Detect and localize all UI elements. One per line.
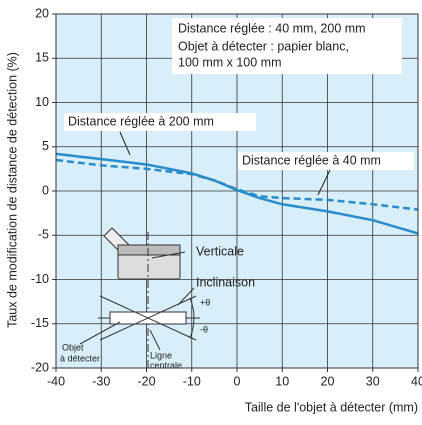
x-tick-label: -30 xyxy=(92,374,110,388)
series-label: Distance réglée à 40 mm xyxy=(242,153,381,167)
y-tick-label: 0 xyxy=(42,183,49,197)
lines xyxy=(55,152,419,235)
pointer xyxy=(119,131,131,156)
diagram-label: centrale xyxy=(150,360,182,370)
y-tick-label: 20 xyxy=(35,6,49,20)
diagram-label: Objet xyxy=(62,342,84,352)
x-tick-label: -20 xyxy=(137,374,155,388)
y-tick-label: -20 xyxy=(31,360,49,374)
x-axis-title: Taille de l'objet à détecter (mm) xyxy=(245,400,418,414)
label-box xyxy=(238,152,414,170)
y-tick-label: 10 xyxy=(35,95,49,109)
label-box xyxy=(64,113,256,131)
diagram-label: Ligne xyxy=(150,350,172,360)
note-box xyxy=(172,18,402,74)
y-tick-label: 5 xyxy=(42,139,49,153)
x-tick-label: 20 xyxy=(321,374,335,388)
y-tick-label: -10 xyxy=(31,272,49,286)
note: Distance réglée : 40 mm, 200 mm xyxy=(178,21,366,35)
note: 100 mm x 100 mm xyxy=(178,55,282,69)
y-axis-title: Taux de modification de distance de déte… xyxy=(5,52,19,328)
y-tick-label: 15 xyxy=(35,51,49,65)
pointer xyxy=(317,169,331,196)
series-label: Distance réglée à 200 mm xyxy=(68,114,214,128)
diagram-label: à détecter xyxy=(60,353,100,363)
x-tick-label: 0 xyxy=(234,374,241,388)
diagram-label: Verticale xyxy=(196,244,244,258)
series-line xyxy=(55,158,419,211)
note: Objet à détecter : papier blanc, xyxy=(178,39,349,53)
x-tick-label: 10 xyxy=(275,374,289,388)
x-tick-label: 30 xyxy=(366,374,380,388)
diagram-label: +θ xyxy=(200,297,210,307)
x-tick-label: -10 xyxy=(183,374,201,388)
diagram-label: -θ xyxy=(200,324,208,334)
y-tick-label: -5 xyxy=(38,228,49,242)
y-tick-label: -15 xyxy=(31,316,49,330)
sensor-diagram xyxy=(79,227,200,370)
diagram-label: Inclinaison xyxy=(196,275,255,289)
series-line xyxy=(55,152,419,235)
x-tick-label: 40 xyxy=(411,374,422,388)
x-tick-label: -40 xyxy=(47,374,65,388)
